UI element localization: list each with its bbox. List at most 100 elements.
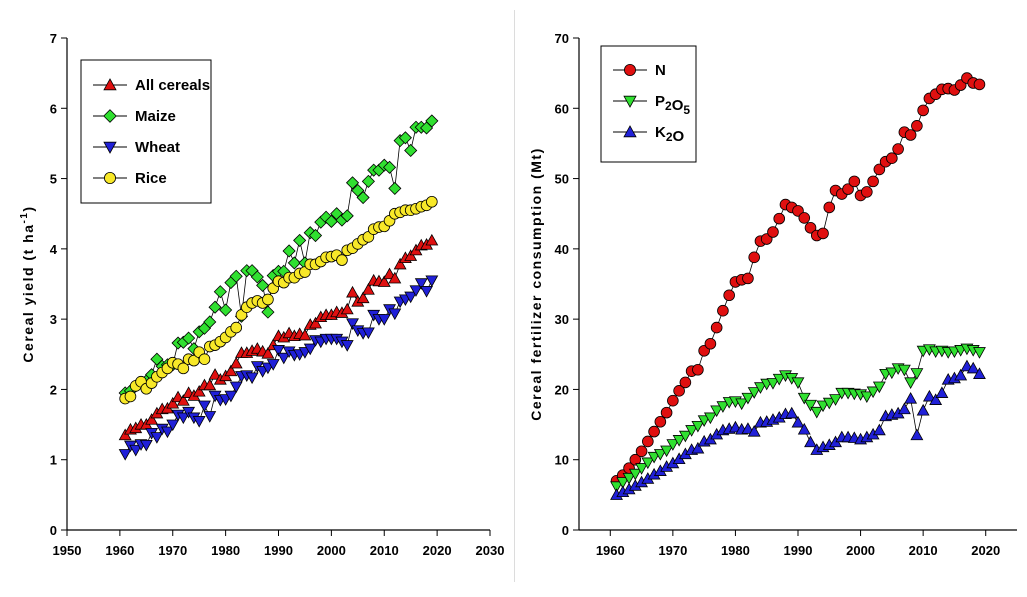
data-point-maize (261, 305, 275, 319)
data-point-p2o5 (866, 386, 880, 399)
data-point-p2o5 (810, 406, 824, 419)
data-point-maize (345, 176, 360, 190)
x-tick-label: 2030 (476, 543, 505, 558)
data-point-p2o5 (797, 392, 811, 405)
y-tick-label: 4 (50, 242, 58, 257)
data-point-all-cereals (309, 316, 322, 329)
legend-label-all-cereals: All cereals (135, 77, 210, 94)
panel-divider (514, 10, 515, 582)
legend-marker-p2o5 (623, 95, 637, 108)
data-point-p2o5 (885, 367, 899, 380)
data-point-all-cereals (192, 384, 206, 397)
data-point-n (767, 226, 779, 238)
data-point-maize (340, 209, 354, 223)
data-point-wheat (303, 343, 317, 356)
legend-label-wheat: Wheat (135, 139, 180, 156)
data-point-wheat (266, 359, 280, 371)
legend-label-p2o5: P2O5 (655, 93, 690, 117)
data-point-maize (282, 244, 296, 258)
data-point-n (742, 272, 754, 285)
data-point-wheat (340, 340, 354, 352)
data-point-n (798, 212, 811, 224)
y-tick-label: 2 (50, 382, 57, 397)
data-point-n (867, 175, 879, 188)
data-point-all-cereals (404, 249, 418, 261)
data-point-wheat (224, 390, 238, 403)
x-tick-label: 1960 (105, 543, 134, 558)
legend-marker-all-cereals (103, 78, 117, 91)
data-point-wheat (139, 439, 153, 452)
data-point-wheat (409, 285, 423, 297)
data-point-p2o5 (610, 481, 623, 494)
data-point-maize (398, 131, 412, 145)
data-point-wheat (425, 275, 439, 288)
x-tick-label: 2020 (423, 543, 452, 558)
data-point-n (817, 227, 829, 240)
data-point-wheat (420, 286, 433, 298)
data-point-n (892, 143, 904, 155)
data-point-maize (308, 228, 323, 243)
data-point-maize (182, 331, 196, 345)
legend-label-rice: Rice (135, 170, 167, 187)
data-point-k2o (929, 393, 943, 405)
data-point-maize (425, 114, 439, 128)
data-point-k2o (904, 391, 918, 404)
data-point-n (911, 120, 923, 132)
data-point-wheat (150, 432, 164, 444)
data-point-k2o (804, 435, 817, 448)
data-point-p2o5 (766, 378, 780, 390)
data-point-all-cereals (145, 413, 159, 425)
y-tick-label: 60 (555, 101, 569, 116)
data-point-wheat (277, 352, 291, 365)
data-point-wheat (245, 372, 259, 385)
data-point-all-cereals (361, 283, 375, 295)
data-point-n (917, 104, 929, 117)
x-tick-label: 2020 (971, 543, 1000, 558)
data-point-wheat (129, 444, 143, 457)
data-point-n (723, 289, 735, 302)
data-point-wheat (166, 419, 180, 432)
data-point-maize (324, 214, 338, 229)
legend-marker-k2o (623, 125, 637, 138)
data-point-maize (208, 300, 222, 314)
data-point-n (886, 152, 898, 164)
data-point-all-cereals (393, 257, 407, 270)
series-all-cereals (118, 233, 439, 441)
data-point-p2o5 (716, 401, 730, 413)
data-point-wheat (272, 345, 285, 357)
data-point-p2o5 (747, 387, 761, 399)
data-point-n (873, 163, 886, 176)
legend-marker-wheat (103, 141, 117, 154)
data-point-maize (256, 278, 270, 292)
data-point-all-cereals (118, 428, 132, 441)
data-point-maize (229, 269, 243, 283)
data-point-p2o5 (628, 468, 642, 481)
data-point-n (773, 212, 786, 225)
x-tick-label: 1970 (158, 543, 187, 558)
data-point-wheat (414, 278, 428, 290)
series-k2o (610, 359, 986, 500)
x-tick-label: 2000 (317, 543, 346, 558)
y-tick-label: 7 (50, 31, 57, 46)
data-point-n (823, 201, 836, 214)
data-point-wheat (229, 381, 243, 394)
y-tick-label: 40 (555, 242, 569, 257)
data-point-all-cereals (229, 356, 243, 369)
data-point-n (861, 186, 873, 198)
data-point-p2o5 (822, 397, 836, 410)
data-point-wheat (377, 314, 391, 326)
data-point-wheat (361, 327, 375, 340)
data-point-n (679, 376, 692, 389)
data-point-p2o5 (697, 415, 711, 427)
data-point-p2o5 (691, 420, 705, 433)
data-point-all-cereals (377, 275, 391, 287)
data-point-maize (382, 160, 397, 174)
data-point-n (660, 406, 673, 419)
series-n (610, 72, 986, 487)
data-point-all-cereals (208, 368, 222, 380)
data-point-n (629, 453, 642, 466)
data-point-k2o (935, 386, 949, 398)
data-point-n (654, 415, 667, 428)
data-point-all-cereals (224, 364, 238, 377)
data-point-maize (293, 233, 307, 247)
